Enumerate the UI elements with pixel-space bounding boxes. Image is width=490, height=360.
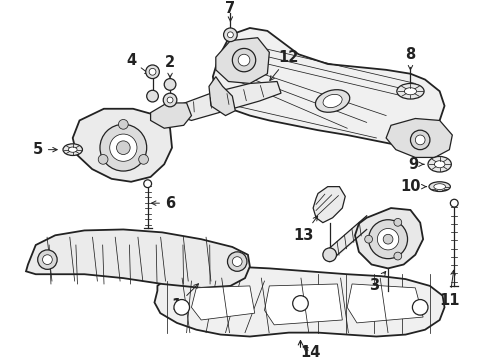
Circle shape (167, 97, 173, 103)
Circle shape (383, 234, 393, 244)
Circle shape (394, 252, 402, 260)
Circle shape (146, 65, 159, 78)
Text: 10: 10 (400, 179, 426, 194)
Ellipse shape (434, 184, 445, 190)
Circle shape (227, 252, 247, 271)
Polygon shape (213, 28, 444, 145)
Circle shape (377, 229, 399, 250)
Polygon shape (386, 118, 452, 157)
Circle shape (163, 93, 177, 107)
Text: 6: 6 (151, 196, 175, 211)
Circle shape (43, 255, 52, 265)
Circle shape (110, 134, 137, 161)
Circle shape (164, 78, 176, 90)
Polygon shape (73, 109, 172, 182)
Polygon shape (216, 38, 270, 84)
Circle shape (416, 135, 425, 145)
Circle shape (147, 90, 158, 102)
Circle shape (232, 257, 242, 266)
Text: 9: 9 (408, 157, 424, 172)
Polygon shape (192, 286, 255, 320)
Circle shape (450, 199, 458, 207)
Circle shape (139, 154, 148, 164)
Circle shape (411, 130, 430, 150)
Circle shape (38, 250, 57, 269)
Text: 3: 3 (369, 271, 386, 293)
Ellipse shape (63, 144, 82, 156)
Circle shape (117, 141, 130, 154)
Ellipse shape (428, 157, 451, 172)
Ellipse shape (404, 88, 416, 95)
Ellipse shape (323, 94, 342, 108)
Ellipse shape (316, 90, 350, 112)
Text: 8: 8 (405, 47, 416, 70)
Polygon shape (154, 266, 444, 337)
Text: 5: 5 (32, 142, 57, 157)
Circle shape (174, 300, 190, 315)
Text: 7: 7 (225, 1, 236, 22)
Text: 2: 2 (165, 55, 175, 78)
Circle shape (368, 220, 408, 258)
Ellipse shape (397, 84, 424, 99)
Polygon shape (177, 81, 281, 121)
Text: 11: 11 (439, 270, 460, 308)
Circle shape (232, 49, 256, 72)
Polygon shape (313, 186, 345, 222)
Circle shape (323, 248, 337, 262)
Text: 13: 13 (293, 216, 318, 243)
Circle shape (100, 124, 147, 171)
Circle shape (365, 235, 372, 243)
Text: 14: 14 (300, 345, 320, 360)
Ellipse shape (68, 147, 77, 152)
Text: 1: 1 (172, 284, 198, 313)
Polygon shape (265, 284, 343, 325)
Circle shape (98, 154, 108, 164)
Circle shape (149, 68, 156, 75)
Ellipse shape (429, 182, 450, 192)
Polygon shape (26, 229, 250, 288)
Circle shape (227, 32, 233, 38)
Polygon shape (209, 77, 235, 116)
Circle shape (144, 180, 151, 188)
Circle shape (394, 219, 402, 226)
Circle shape (238, 54, 250, 66)
Circle shape (413, 300, 428, 315)
Circle shape (223, 28, 237, 42)
Ellipse shape (435, 161, 445, 168)
Circle shape (293, 296, 308, 311)
Polygon shape (355, 208, 423, 269)
Polygon shape (347, 284, 423, 323)
Text: 12: 12 (270, 50, 299, 81)
Polygon shape (150, 103, 192, 128)
Text: 4: 4 (126, 53, 149, 74)
Circle shape (119, 120, 128, 129)
